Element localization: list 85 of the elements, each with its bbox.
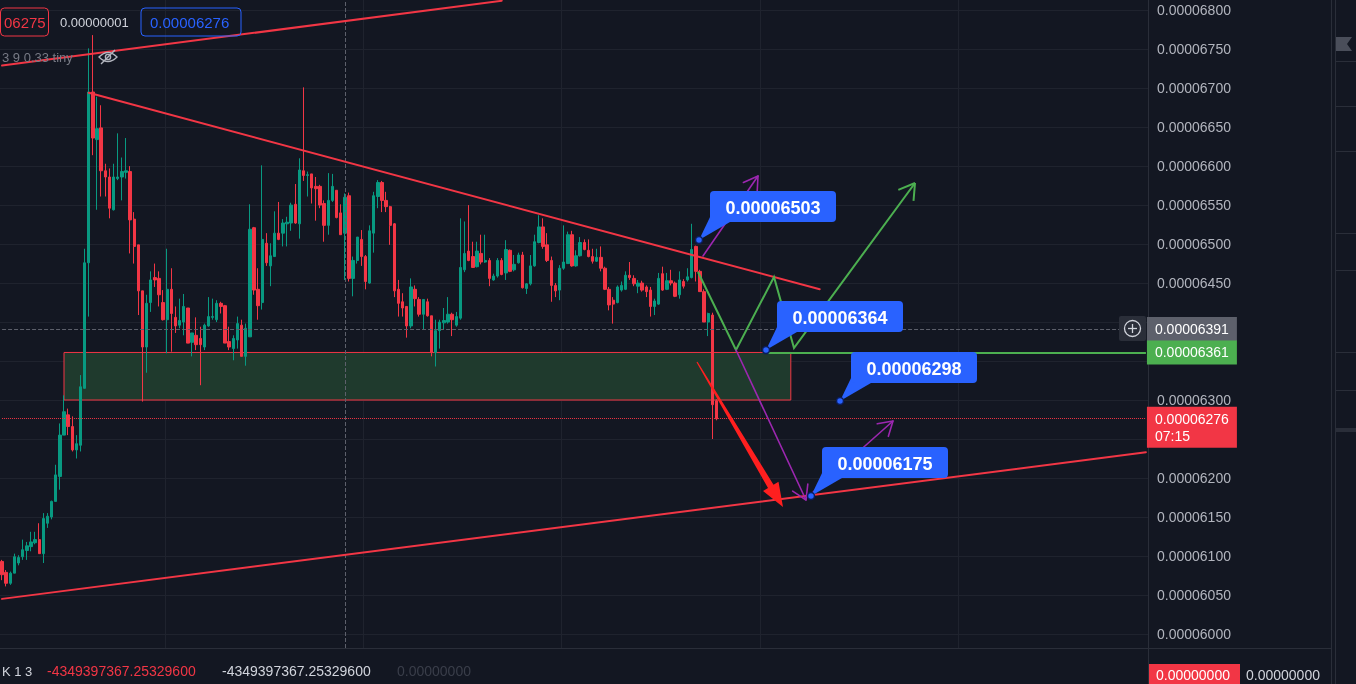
candlestick [488, 257, 491, 287]
y-tick-label: 0.00006300 [1157, 392, 1232, 409]
candlestick [215, 299, 218, 323]
y-tick-label: 0.00006600 [1157, 158, 1232, 175]
candlestick [484, 234, 487, 264]
candlestick [347, 192, 351, 282]
annotation: 0.00000001 [60, 14, 129, 30]
candlestick [707, 312, 710, 337]
candlestick [496, 257, 499, 279]
candlestick [99, 104, 103, 198]
candlestick [38, 522, 41, 555]
ref-line-label: 0.00006361 [1154, 344, 1230, 361]
text: -4349397367.25329600 [47, 663, 196, 679]
annotation: 0.00006298 [866, 358, 962, 379]
candlestick [616, 284, 619, 304]
candlestick [108, 167, 111, 219]
annotation: 0.00006503 [725, 197, 821, 218]
candlestick [632, 274, 636, 287]
candlestick [649, 286, 652, 318]
candlestick [640, 280, 644, 293]
text: K 1 3 [2, 663, 33, 679]
candlestick [690, 223, 693, 279]
candlestick [583, 238, 586, 251]
text: -4349397367.25329600 [222, 663, 371, 679]
candlestick [475, 241, 479, 268]
candlestick [624, 270, 627, 291]
candlestick [281, 218, 285, 247]
y-tick-label: 0.00006750 [1157, 41, 1232, 58]
candlestick [595, 248, 598, 263]
candlestick [628, 261, 631, 281]
candlestick [661, 266, 664, 292]
candlestick [409, 277, 413, 329]
annotation: 0.00006175 [837, 453, 933, 474]
y-tick-label: 0.00006000 [1157, 625, 1232, 642]
candlestick [521, 251, 524, 290]
y-tick-label: 0.00006500 [1157, 236, 1232, 253]
candlestick [636, 279, 640, 294]
candlestick [512, 254, 516, 272]
candlestick [422, 298, 425, 331]
candlestick [306, 171, 309, 198]
candlestick [174, 305, 177, 334]
candlestick [190, 332, 194, 357]
y-tick-label: 0.00006700 [1157, 80, 1232, 97]
candlestick [261, 164, 264, 311]
candlestick [380, 180, 384, 213]
ref-line-label: 0.00006276 07:15 [1154, 410, 1230, 444]
candlestick [95, 96, 99, 211]
y-tick-label: 0.00006150 [1157, 509, 1232, 525]
annotation: 0.00006364 [792, 307, 888, 328]
y-tick-label: 0.00006200 [1157, 470, 1232, 487]
candlestick [678, 270, 681, 300]
y-tick-label: 0.00006650 [1157, 119, 1232, 136]
y-tick-label: 0.00006450 [1157, 275, 1232, 292]
candlestick [570, 230, 574, 268]
candlestick [298, 157, 301, 240]
candlestick [504, 239, 508, 281]
candlestick [277, 201, 280, 241]
candlestick [446, 296, 450, 325]
y-tick-label: 0.00006800 [1157, 2, 1232, 19]
candlestick [682, 278, 685, 290]
candlestick [517, 252, 520, 265]
candlestick [182, 293, 185, 336]
candlestick [166, 248, 169, 354]
candlestick [294, 183, 297, 225]
text: 0.00000000 [1156, 667, 1231, 683]
annotation: 06275 [4, 13, 46, 31]
ref-line-label: 0.00006391 [1154, 321, 1230, 338]
candlestick [265, 232, 268, 267]
candlestick [500, 257, 503, 276]
annotation: 0.00006276 [150, 13, 230, 31]
candlestick [314, 176, 318, 222]
candlestick [665, 272, 669, 291]
candlestick [327, 172, 330, 236]
candlestick [42, 512, 45, 564]
candlestick [479, 234, 483, 265]
candlestick [186, 307, 190, 344]
candlestick [149, 270, 152, 313]
text: 0.00000000 [1246, 667, 1321, 683]
candlestick [145, 294, 148, 374]
y-tick-label: 0.00006550 [1157, 197, 1232, 214]
y-tick-label: 0.00006100 [1157, 547, 1232, 564]
y-tick-label: 0.00006050 [1157, 586, 1232, 603]
candlestick [450, 312, 454, 337]
candlestick [434, 319, 437, 367]
candlestick [508, 249, 512, 273]
